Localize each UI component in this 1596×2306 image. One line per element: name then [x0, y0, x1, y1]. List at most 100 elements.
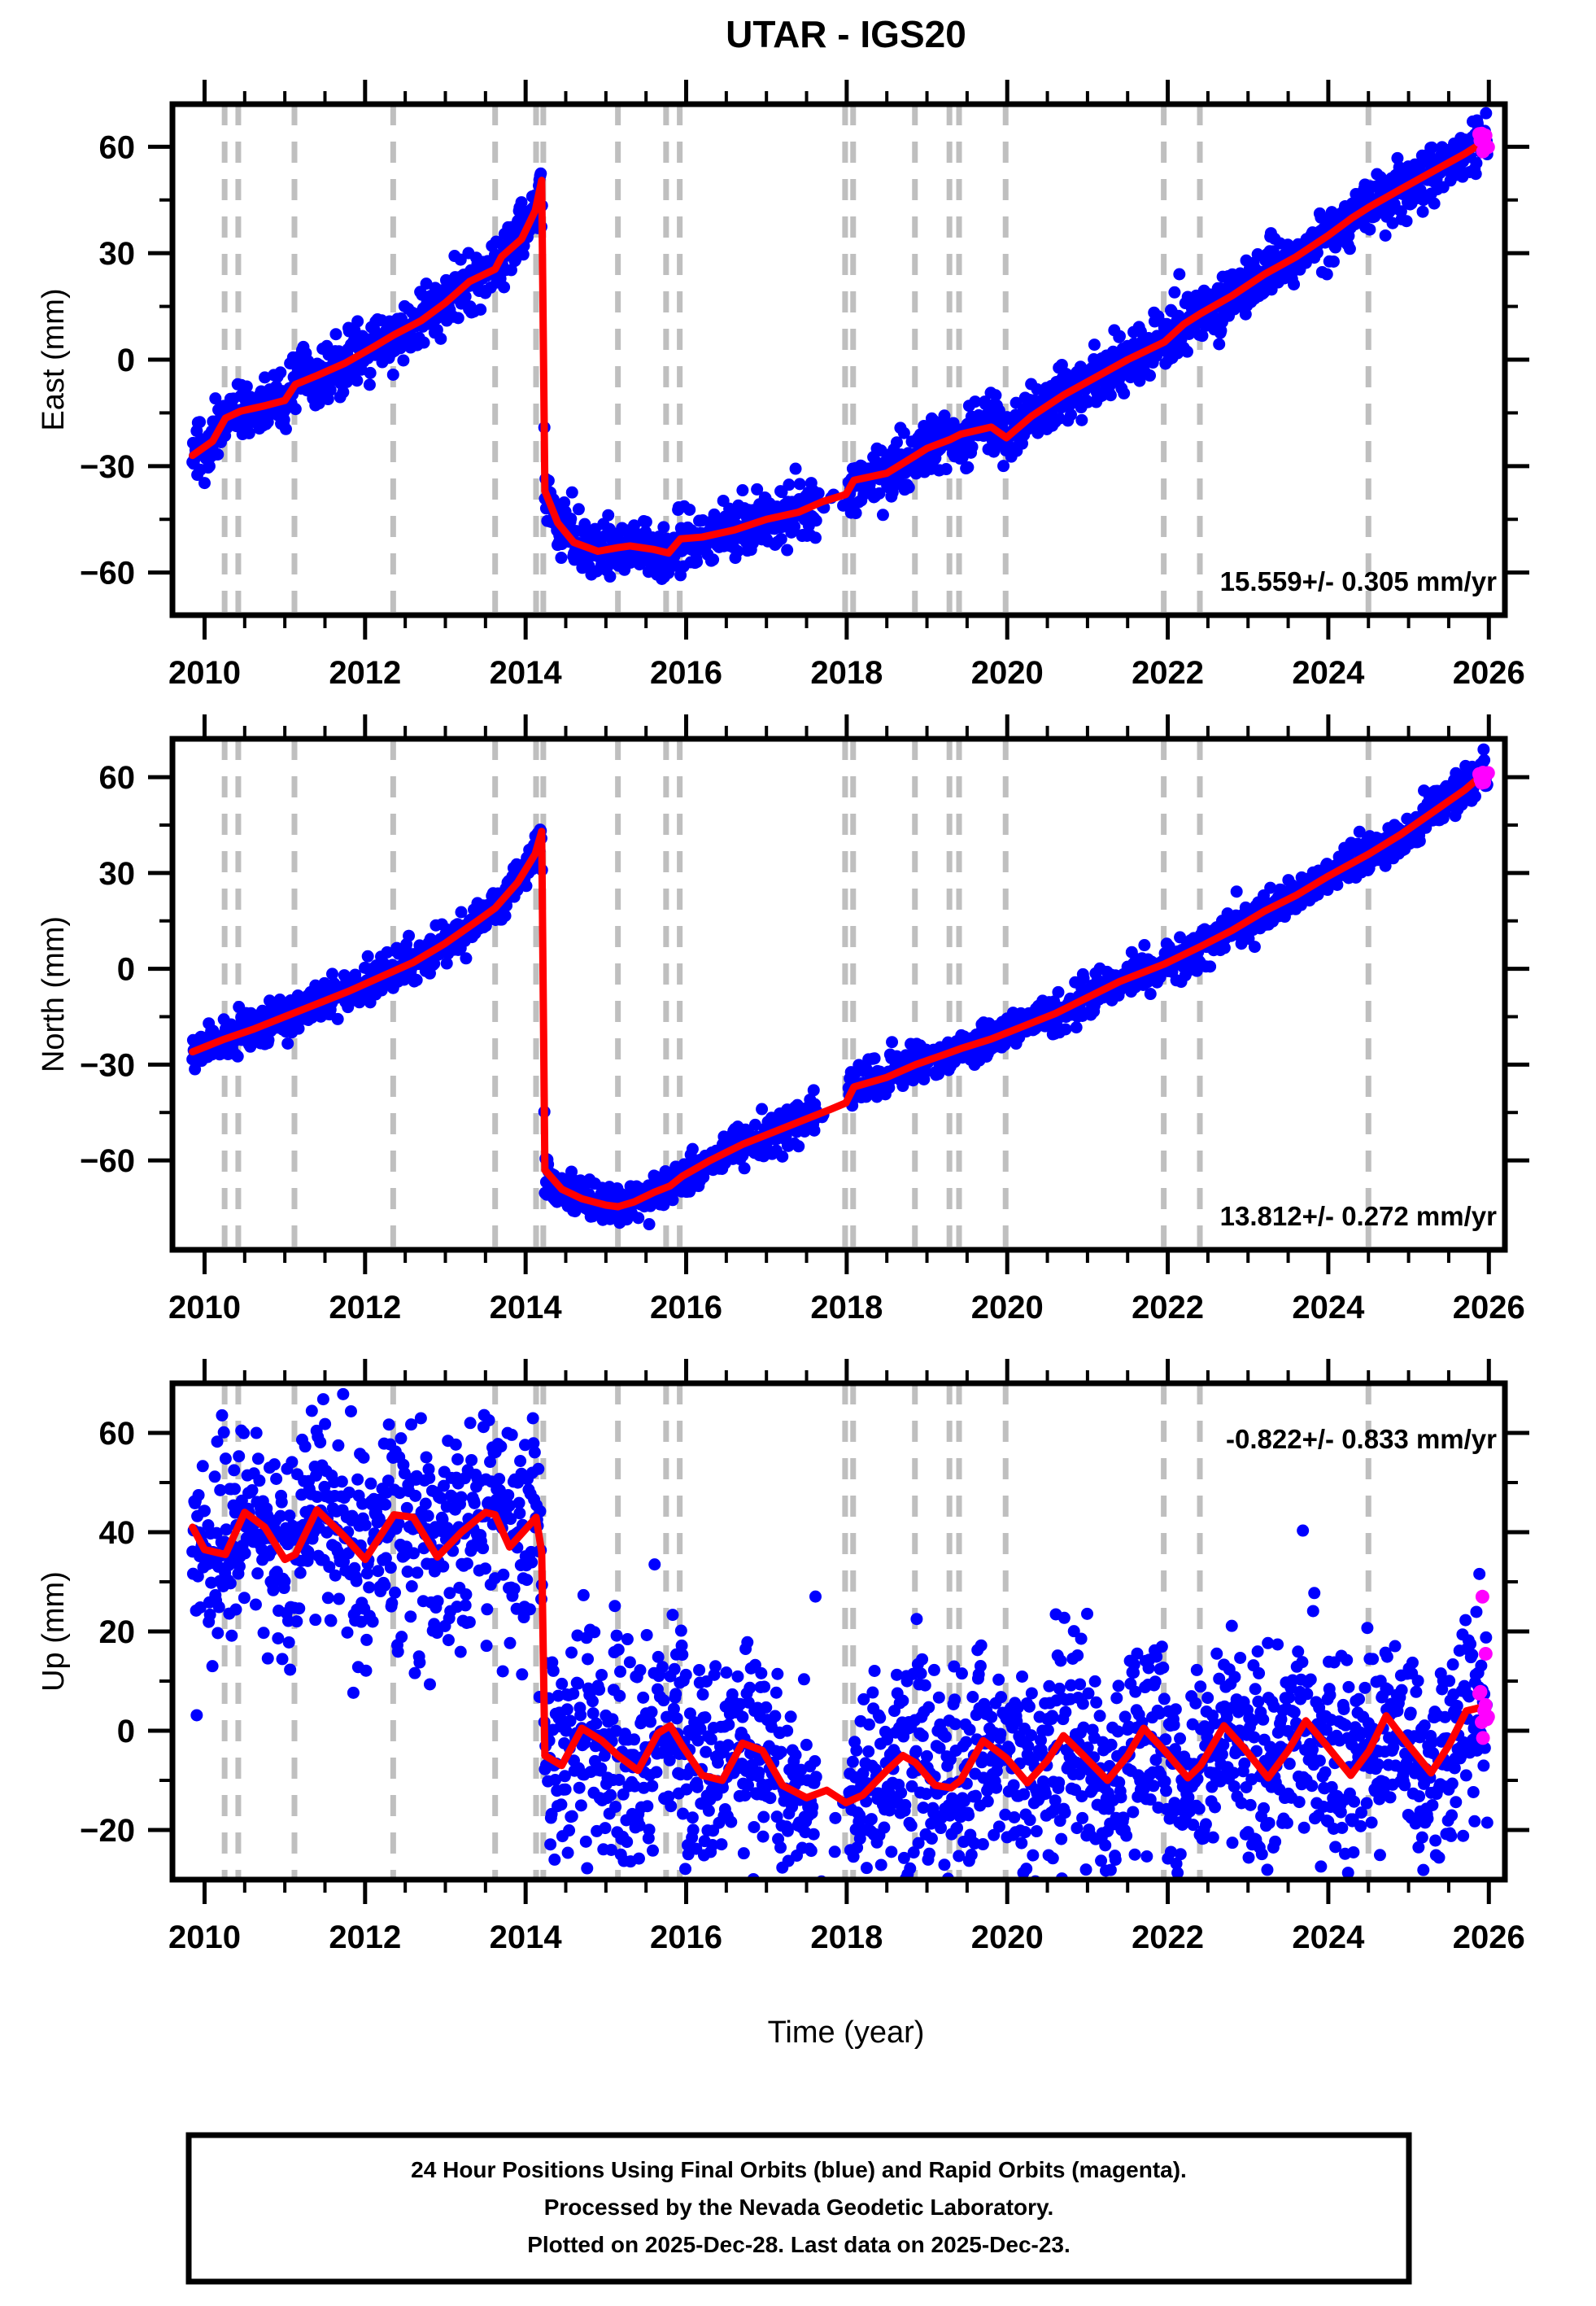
y-tick-label: 30: [99, 856, 136, 892]
data-point: [246, 1484, 259, 1497]
data-point: [497, 1568, 510, 1581]
data-point: [210, 1526, 223, 1540]
data-point: [277, 413, 290, 426]
data-point: [446, 1490, 459, 1503]
data-point: [413, 1656, 426, 1669]
data-point: [278, 1574, 291, 1588]
data-point: [442, 1634, 455, 1647]
rapid-data-point: [1480, 766, 1495, 780]
data-point: [310, 1469, 322, 1482]
data-point: [274, 1509, 287, 1522]
data-point: [493, 1473, 506, 1486]
panel-east: 2010 2012 2014 2016 2018 2020 2022 2024 2026−60−…: [37, 80, 1529, 691]
data-point: [250, 1426, 263, 1439]
data-point: [556, 1677, 569, 1690]
data-point: [360, 1664, 373, 1677]
data-point: [586, 1695, 599, 1708]
y-tick-label: 0: [117, 343, 135, 378]
data-point: [460, 1588, 473, 1601]
data-point: [194, 416, 207, 429]
data-point: [400, 1501, 413, 1514]
data-point: [272, 1632, 285, 1644]
data-point: [1081, 395, 1094, 408]
data-point: [284, 1663, 297, 1676]
data-point: [577, 1588, 590, 1601]
data-point: [1248, 941, 1261, 954]
data-point: [526, 1412, 539, 1425]
data-point: [192, 1488, 205, 1501]
data-point: [563, 1824, 576, 1837]
data-point: [738, 1162, 751, 1175]
data-point: [212, 1601, 225, 1614]
data-point: [351, 315, 364, 328]
data-point: [662, 566, 675, 579]
data-point: [1416, 205, 1429, 218]
data-point: [1196, 330, 1209, 343]
data-point: [578, 1736, 591, 1749]
data-point: [581, 1862, 594, 1875]
x-tick-label: 2024: [1292, 655, 1365, 691]
data-layer: [186, 107, 1495, 585]
data-point: [564, 1714, 577, 1727]
data-point: [1088, 338, 1101, 352]
data-point: [463, 1616, 476, 1629]
y-tick-label: −60: [80, 1143, 135, 1179]
data-point: [504, 1636, 517, 1649]
data-point: [321, 1592, 334, 1605]
panel-up: 2010 2012 2014 2016 2018 2020 2022 2024 2026−200…: [37, 1359, 1529, 1955]
data-point: [1400, 215, 1413, 228]
data-point: [1468, 790, 1481, 803]
data-point: [384, 1561, 397, 1574]
data-point: [966, 440, 979, 453]
data-point: [969, 395, 982, 408]
data-point: [395, 1631, 408, 1644]
data-point: [1428, 197, 1441, 210]
data-point: [565, 513, 578, 526]
x-tick-label: 2022: [1132, 655, 1204, 691]
data-point: [503, 1499, 516, 1512]
data-point: [454, 1645, 467, 1658]
data-point: [1144, 369, 1157, 382]
data-point: [392, 1517, 405, 1530]
data-point: [395, 1432, 408, 1445]
data-point: [532, 1462, 545, 1475]
offset-markers: [221, 104, 1371, 615]
data-point: [756, 1103, 769, 1116]
data-point: [233, 1450, 246, 1463]
data-point: [643, 1218, 656, 1231]
x-tick-label: 2016: [650, 655, 722, 691]
data-point: [1391, 151, 1404, 164]
data-point: [324, 383, 337, 396]
data-point: [423, 1471, 436, 1484]
x-tick-label: 2024: [1292, 1290, 1365, 1326]
data-point: [1070, 1021, 1083, 1034]
data-point: [808, 1124, 821, 1137]
data-point: [873, 487, 886, 500]
data-point: [233, 1560, 246, 1573]
data-point: [567, 1687, 580, 1700]
data-point: [1320, 268, 1333, 281]
x-tick-label: 2016: [650, 1290, 722, 1326]
data-point: [495, 1440, 508, 1453]
data-point: [407, 1547, 420, 1560]
data-point: [359, 1518, 372, 1531]
data-point: [1059, 1023, 1072, 1036]
data-point: [372, 1565, 385, 1578]
rapid-data-point: [1478, 129, 1493, 142]
data-point: [890, 436, 903, 449]
data-point: [528, 1446, 541, 1459]
data-point: [565, 486, 578, 499]
data-point: [405, 1418, 418, 1431]
x-tick-label: 2022: [1132, 1290, 1204, 1326]
data-point: [342, 1547, 355, 1560]
data-point: [504, 1513, 517, 1526]
data-point: [238, 1547, 251, 1560]
data-point: [455, 1491, 468, 1504]
y-tick-label: −30: [80, 1047, 135, 1083]
data-point: [216, 1408, 229, 1422]
data-point: [318, 1480, 331, 1493]
data-point: [480, 1640, 493, 1653]
x-tick-label: 2010: [168, 655, 241, 691]
data-point: [886, 1036, 899, 1049]
